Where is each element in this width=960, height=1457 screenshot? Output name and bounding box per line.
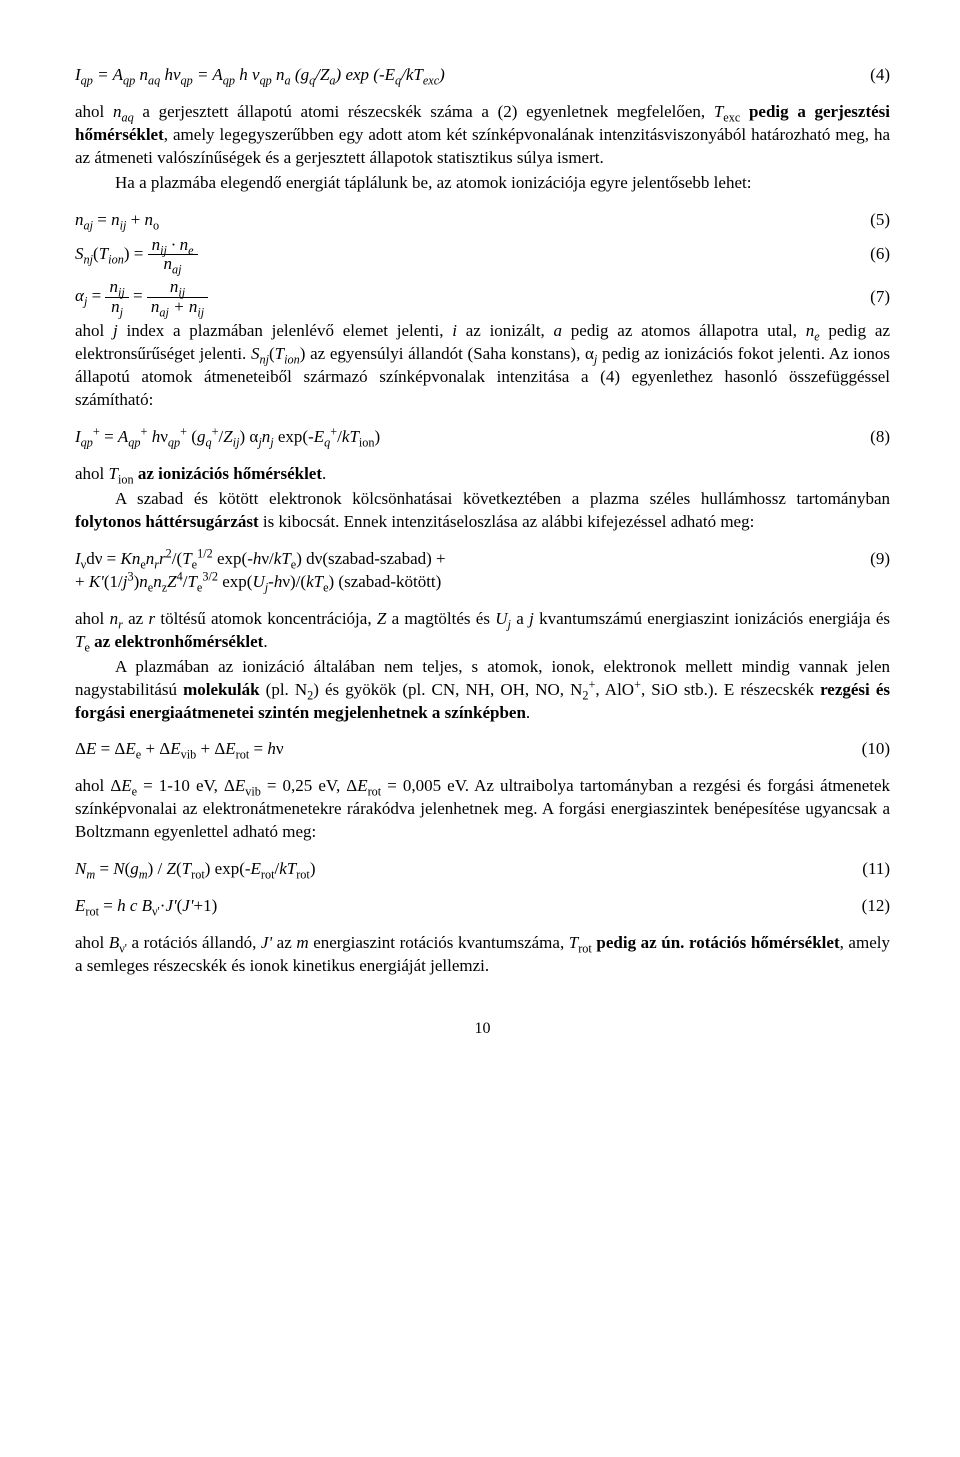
equation-12-body: Erot = h c Bν'·J'(J'+1) — [75, 895, 830, 918]
equation-11-number: (11) — [830, 858, 890, 881]
equation-11: Nm = N(gm) / Z(Trot) exp(-Erot/kTrot) (1… — [75, 858, 890, 881]
paragraph-4a: ahol nr az r töltésű atomok koncentráció… — [75, 608, 890, 654]
equation-7-f2-bot: naj + nij — [147, 298, 208, 317]
equation-7-frac1: nij nj — [105, 278, 128, 316]
equation-4: Iqp = Aqp naq hνqp = Aqp h νqp na (gq/Za… — [75, 64, 890, 87]
paragraph-1: ahol naq a gerjesztett állapotú atomi ré… — [75, 101, 890, 170]
equation-11-body: Nm = N(gm) / Z(Trot) exp(-Erot/kTrot) — [75, 858, 830, 881]
equation-7-mid: = — [133, 286, 147, 305]
equation-7-body: αj = nij nj = nij naj + nij — [75, 278, 830, 316]
equation-7-f2-top: nij — [147, 278, 208, 298]
equation-6-frac-top: nij · ne — [148, 236, 198, 256]
equation-6: Snj(Tion) = nij · ne naj (6) — [75, 236, 890, 274]
paragraph-2: ahol j index a plazmában jelenlévő eleme… — [75, 320, 890, 412]
equation-9-body: Iνdν = Knenrr2/(Te1/2 exp(-hν/kTe) dν(sz… — [75, 548, 830, 594]
equation-7-lhs: αj = — [75, 286, 101, 305]
equation-7-f1-bot: nj — [105, 298, 128, 317]
equation-12: Erot = h c Bν'·J'(J'+1) (12) — [75, 895, 890, 918]
equation-9: Iνdν = Knenrr2/(Te1/2 exp(-hν/kTe) dν(sz… — [75, 548, 890, 594]
paragraph-3a: ahol Tion az ionizációs hőmérséklet. — [75, 463, 890, 486]
equation-7-frac2: nij naj + nij — [147, 278, 208, 316]
equation-5-number: (5) — [830, 209, 890, 232]
equation-8-body: Iqp+ = Aqp+ hνqp+ (gq+/Zij) αjnj exp(-Eq… — [75, 426, 830, 449]
paragraph-4b: A plazmában az ionizáció általában nem t… — [75, 656, 890, 725]
paragraph-5: ahol ΔEe = 1-10 eV, ΔEvib = 0,25 eV, ΔEr… — [75, 775, 890, 844]
equation-6-lhs: Snj(Tion) = — [75, 244, 143, 263]
paragraph-6: ahol Bν' a rotációs állandó, J' az m ene… — [75, 932, 890, 978]
equation-8-number: (8) — [830, 426, 890, 449]
equation-10-number: (10) — [830, 738, 890, 761]
equation-8: Iqp+ = Aqp+ hνqp+ (gq+/Zij) αjnj exp(-Eq… — [75, 426, 890, 449]
equation-12-number: (12) — [830, 895, 890, 918]
equation-5-body: naj = nij + no — [75, 209, 830, 232]
equation-9-line1: Iνdν = Knenrr2/(Te1/2 exp(-hν/kTe) dν(sz… — [75, 549, 446, 568]
page-number: 10 — [75, 1018, 890, 1040]
equation-6-body: Snj(Tion) = nij · ne naj — [75, 236, 830, 274]
equation-10: ΔE = ΔEe + ΔEvib + ΔErot = hν (10) — [75, 738, 890, 761]
equation-5: naj = nij + no (5) — [75, 209, 890, 232]
equation-4-body: Iqp = Aqp naq hνqp = Aqp h νqp na (gq/Za… — [75, 64, 830, 87]
equation-10-body: ΔE = ΔEe + ΔEvib + ΔErot = hν — [75, 738, 830, 761]
equation-7: αj = nij nj = nij naj + nij (7) — [75, 278, 890, 316]
paragraph-3b: A szabad és kötött elektronok kölcsönhat… — [75, 488, 890, 534]
paragraph-1b: Ha a plazmába elegendő energiát táplálun… — [75, 172, 890, 195]
equation-7-f1-top: nij — [105, 278, 128, 298]
equation-9-number: (9) — [830, 548, 890, 571]
equation-7-number: (7) — [830, 286, 890, 309]
equation-6-frac-bot: naj — [148, 255, 198, 274]
equation-6-number: (6) — [830, 243, 890, 266]
equation-9-line2: + K'(1/j3)nenzZ4/Te3/2 exp(Uj-hν)/(kTe) … — [75, 572, 441, 591]
equation-4-number: (4) — [830, 64, 890, 87]
equation-6-fraction: nij · ne naj — [148, 236, 198, 274]
